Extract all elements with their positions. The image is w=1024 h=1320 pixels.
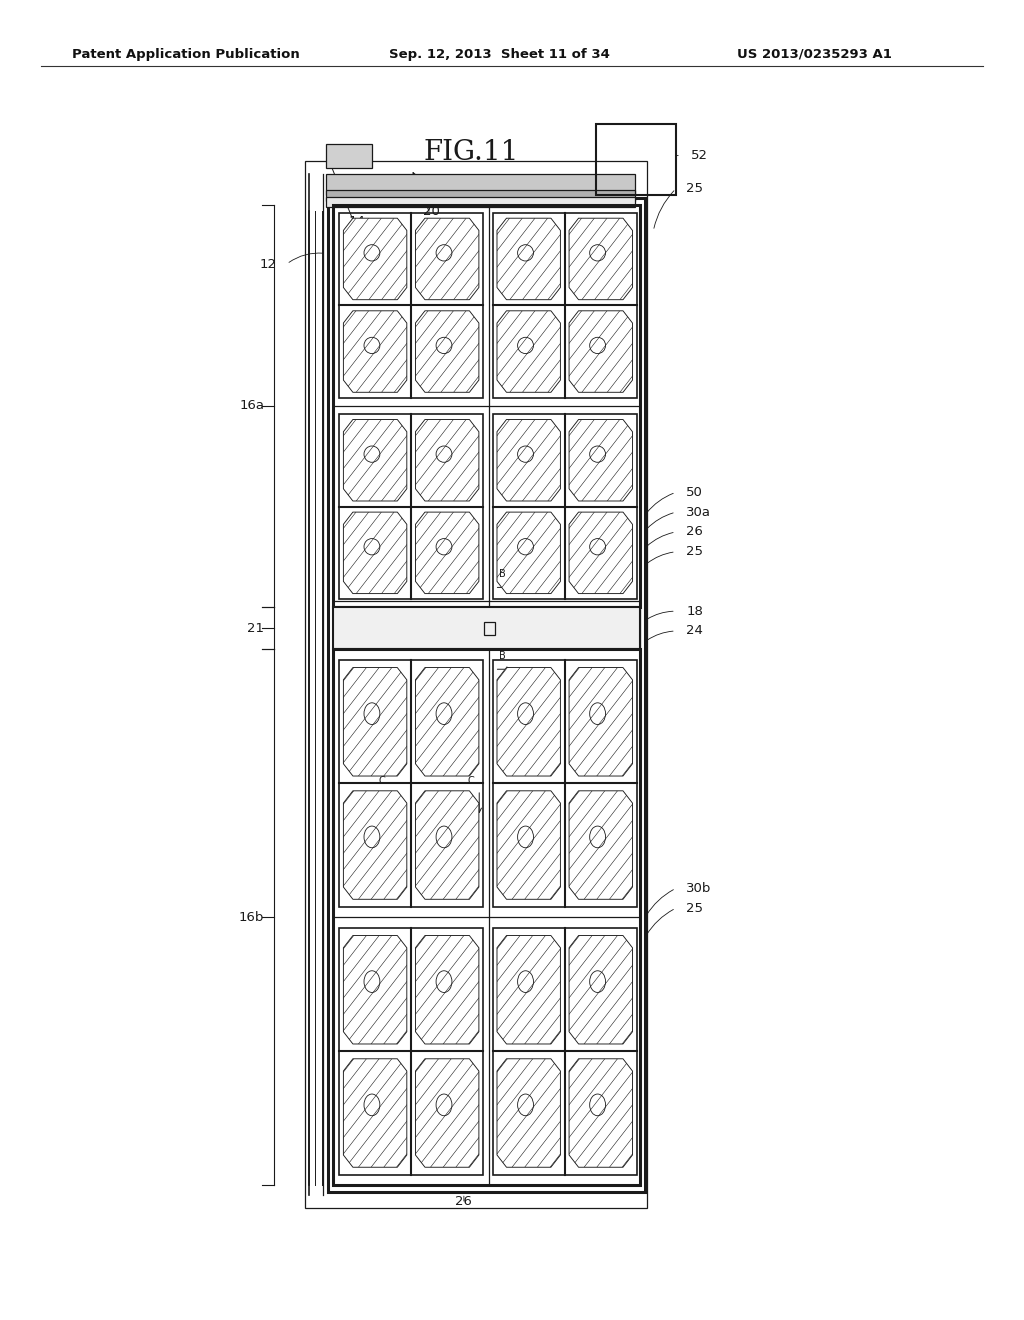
Polygon shape [497,1059,560,1167]
Polygon shape [416,1059,479,1167]
Text: Sep. 12, 2013  Sheet 11 of 34: Sep. 12, 2013 Sheet 11 of 34 [389,48,610,61]
Polygon shape [497,791,560,899]
Text: 25: 25 [686,545,703,558]
Polygon shape [416,791,479,899]
Polygon shape [569,512,633,594]
Polygon shape [569,420,633,502]
Polygon shape [343,1059,407,1167]
Text: C: C [379,776,385,787]
Bar [596,124,676,195]
Polygon shape [497,512,560,594]
Text: 16a: 16a [240,400,264,412]
Polygon shape [416,512,479,594]
Polygon shape [416,668,479,776]
Bar [493,928,637,1175]
Polygon shape [569,791,633,899]
Polygon shape [569,668,633,776]
Polygon shape [416,310,479,392]
Text: 24: 24 [686,624,702,638]
Polygon shape [497,936,560,1044]
Polygon shape [343,420,407,502]
Text: 18: 18 [686,605,702,618]
Polygon shape [416,218,479,300]
Text: 26: 26 [456,1195,472,1208]
Bar [493,660,637,907]
Text: 25: 25 [686,902,703,915]
Text: FIG.11: FIG.11 [423,139,519,165]
Bar [326,144,372,168]
Bar [493,213,637,397]
Polygon shape [569,1059,633,1167]
Bar [326,197,635,207]
Bar [484,622,495,635]
Text: 30a: 30a [686,506,711,519]
Text: B: B [499,569,506,579]
Bar [339,414,483,599]
Polygon shape [416,936,479,1044]
Bar [339,660,483,907]
Polygon shape [343,668,407,776]
Polygon shape [497,668,560,776]
Bar [326,190,635,201]
Text: 50: 50 [686,486,702,499]
Bar [333,205,640,1185]
Text: US 2013/0235293 A1: US 2013/0235293 A1 [737,48,892,61]
Bar [333,649,640,1185]
Text: 30b: 30b [686,882,712,895]
Bar [493,414,637,599]
Polygon shape [497,420,560,502]
Bar [333,205,640,607]
Bar [326,174,635,195]
Bar [339,213,483,397]
Bar [339,928,483,1175]
Text: 25: 25 [686,182,703,195]
Polygon shape [343,218,407,300]
Text: 21: 21 [247,622,264,635]
Text: B: B [499,651,506,661]
Polygon shape [569,218,633,300]
Polygon shape [569,310,633,392]
Polygon shape [497,310,560,392]
Text: 52: 52 [691,149,709,162]
Polygon shape [343,791,407,899]
Polygon shape [343,512,407,594]
Polygon shape [569,936,633,1044]
Polygon shape [497,218,560,300]
Text: Patent Application Publication: Patent Application Publication [72,48,299,61]
Polygon shape [343,310,407,392]
Bar [305,161,647,1208]
Text: 20: 20 [423,205,439,218]
Text: 26: 26 [686,525,702,539]
Polygon shape [343,936,407,1044]
Text: 14: 14 [348,215,365,228]
Polygon shape [416,420,479,502]
Text: C: C [467,776,474,787]
Bar [333,607,640,649]
Text: 16b: 16b [239,911,264,924]
Text: 12: 12 [259,257,276,271]
Bar [328,198,645,1192]
